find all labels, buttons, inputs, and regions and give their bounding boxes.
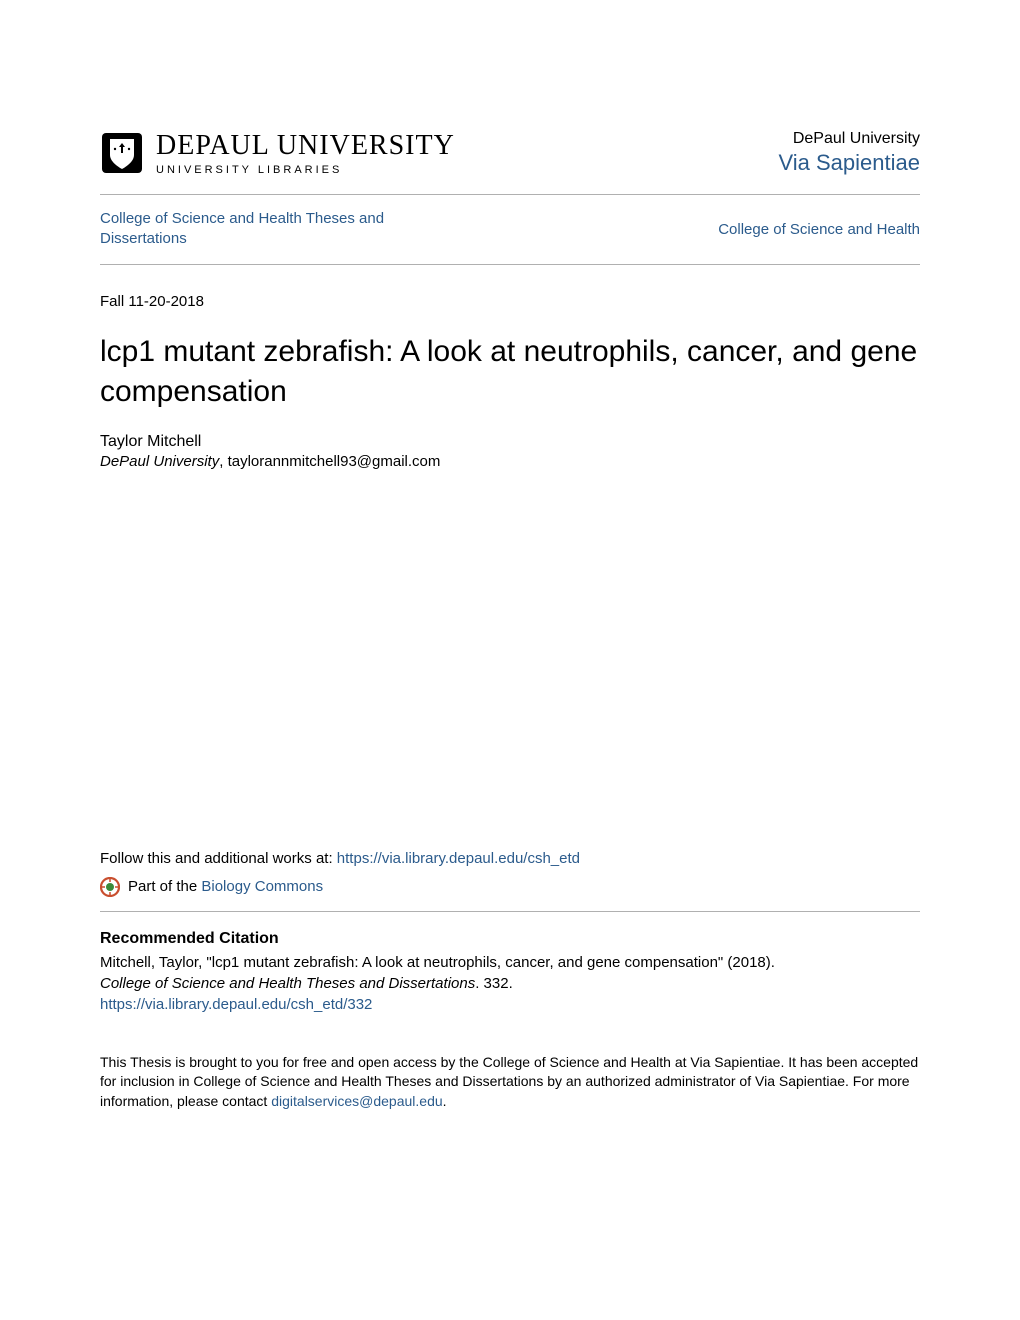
citation-url-link[interactable]: https://via.library.depaul.edu/csh_etd/3… [100,996,920,1013]
footer-text: This Thesis is brought to you for free a… [100,1054,918,1109]
author-institution: DePaul University [100,453,219,470]
author-name: Taylor Mitchell [100,433,920,451]
footer-note: This Thesis is brought to you for free a… [100,1053,920,1112]
citation-line1: Mitchell, Taylor, "lcp1 mutant zebrafish… [100,954,775,971]
commons-link[interactable]: Biology Commons [201,878,323,895]
footer-suffix: . [443,1093,447,1109]
paper-title: lcp1 mutant zebrafish: A look at neutrop… [100,332,920,413]
spacer [100,470,920,850]
network-icon [100,877,120,897]
author-affiliation: DePaul University, taylorannmitchell93@g… [100,453,920,470]
university-name: DePaul University [779,130,921,148]
citation-body: Mitchell, Taylor, "lcp1 mutant zebrafish… [100,952,920,994]
logo-text: DEPAUL UNIVERSITY UNIVERSITY LIBRARIES [156,130,455,176]
citation-heading: Recommended Citation [100,930,920,948]
logo-sub-text: UNIVERSITY LIBRARIES [156,164,455,176]
collection-right-link[interactable]: College of Science and Health [718,221,920,238]
publication-date: Fall 11-20-2018 [100,293,920,310]
footer-contact-link[interactable]: digitalservices@depaul.edu [271,1093,442,1109]
author-email: taylorannmitchell93@gmail.com [228,453,441,470]
follow-line: Follow this and additional works at: htt… [100,850,920,867]
repository-link[interactable]: Via Sapientiae [779,150,921,176]
logo-main-text: DEPAUL UNIVERSITY [156,130,455,162]
logo-block: DEPAUL UNIVERSITY UNIVERSITY LIBRARIES [100,130,455,176]
divider [100,264,920,265]
shield-icon [100,131,144,175]
divider [100,911,920,912]
header-right: DePaul University Via Sapientiae [779,130,921,176]
citation-series: College of Science and Health Theses and… [100,975,475,992]
follow-prefix: Follow this and additional works at: [100,850,337,867]
collection-row: College of Science and Health Theses and… [100,195,920,264]
commons-text: Part of the Biology Commons [128,878,323,895]
collection-left-link[interactable]: College of Science and Health Theses and… [100,209,440,250]
commons-row: Part of the Biology Commons [100,877,920,897]
citation-number: . 332. [475,975,513,992]
commons-prefix: Part of the [128,878,201,895]
header-row: DEPAUL UNIVERSITY UNIVERSITY LIBRARIES D… [100,130,920,176]
follow-url-link[interactable]: https://via.library.depaul.edu/csh_etd [337,850,580,867]
